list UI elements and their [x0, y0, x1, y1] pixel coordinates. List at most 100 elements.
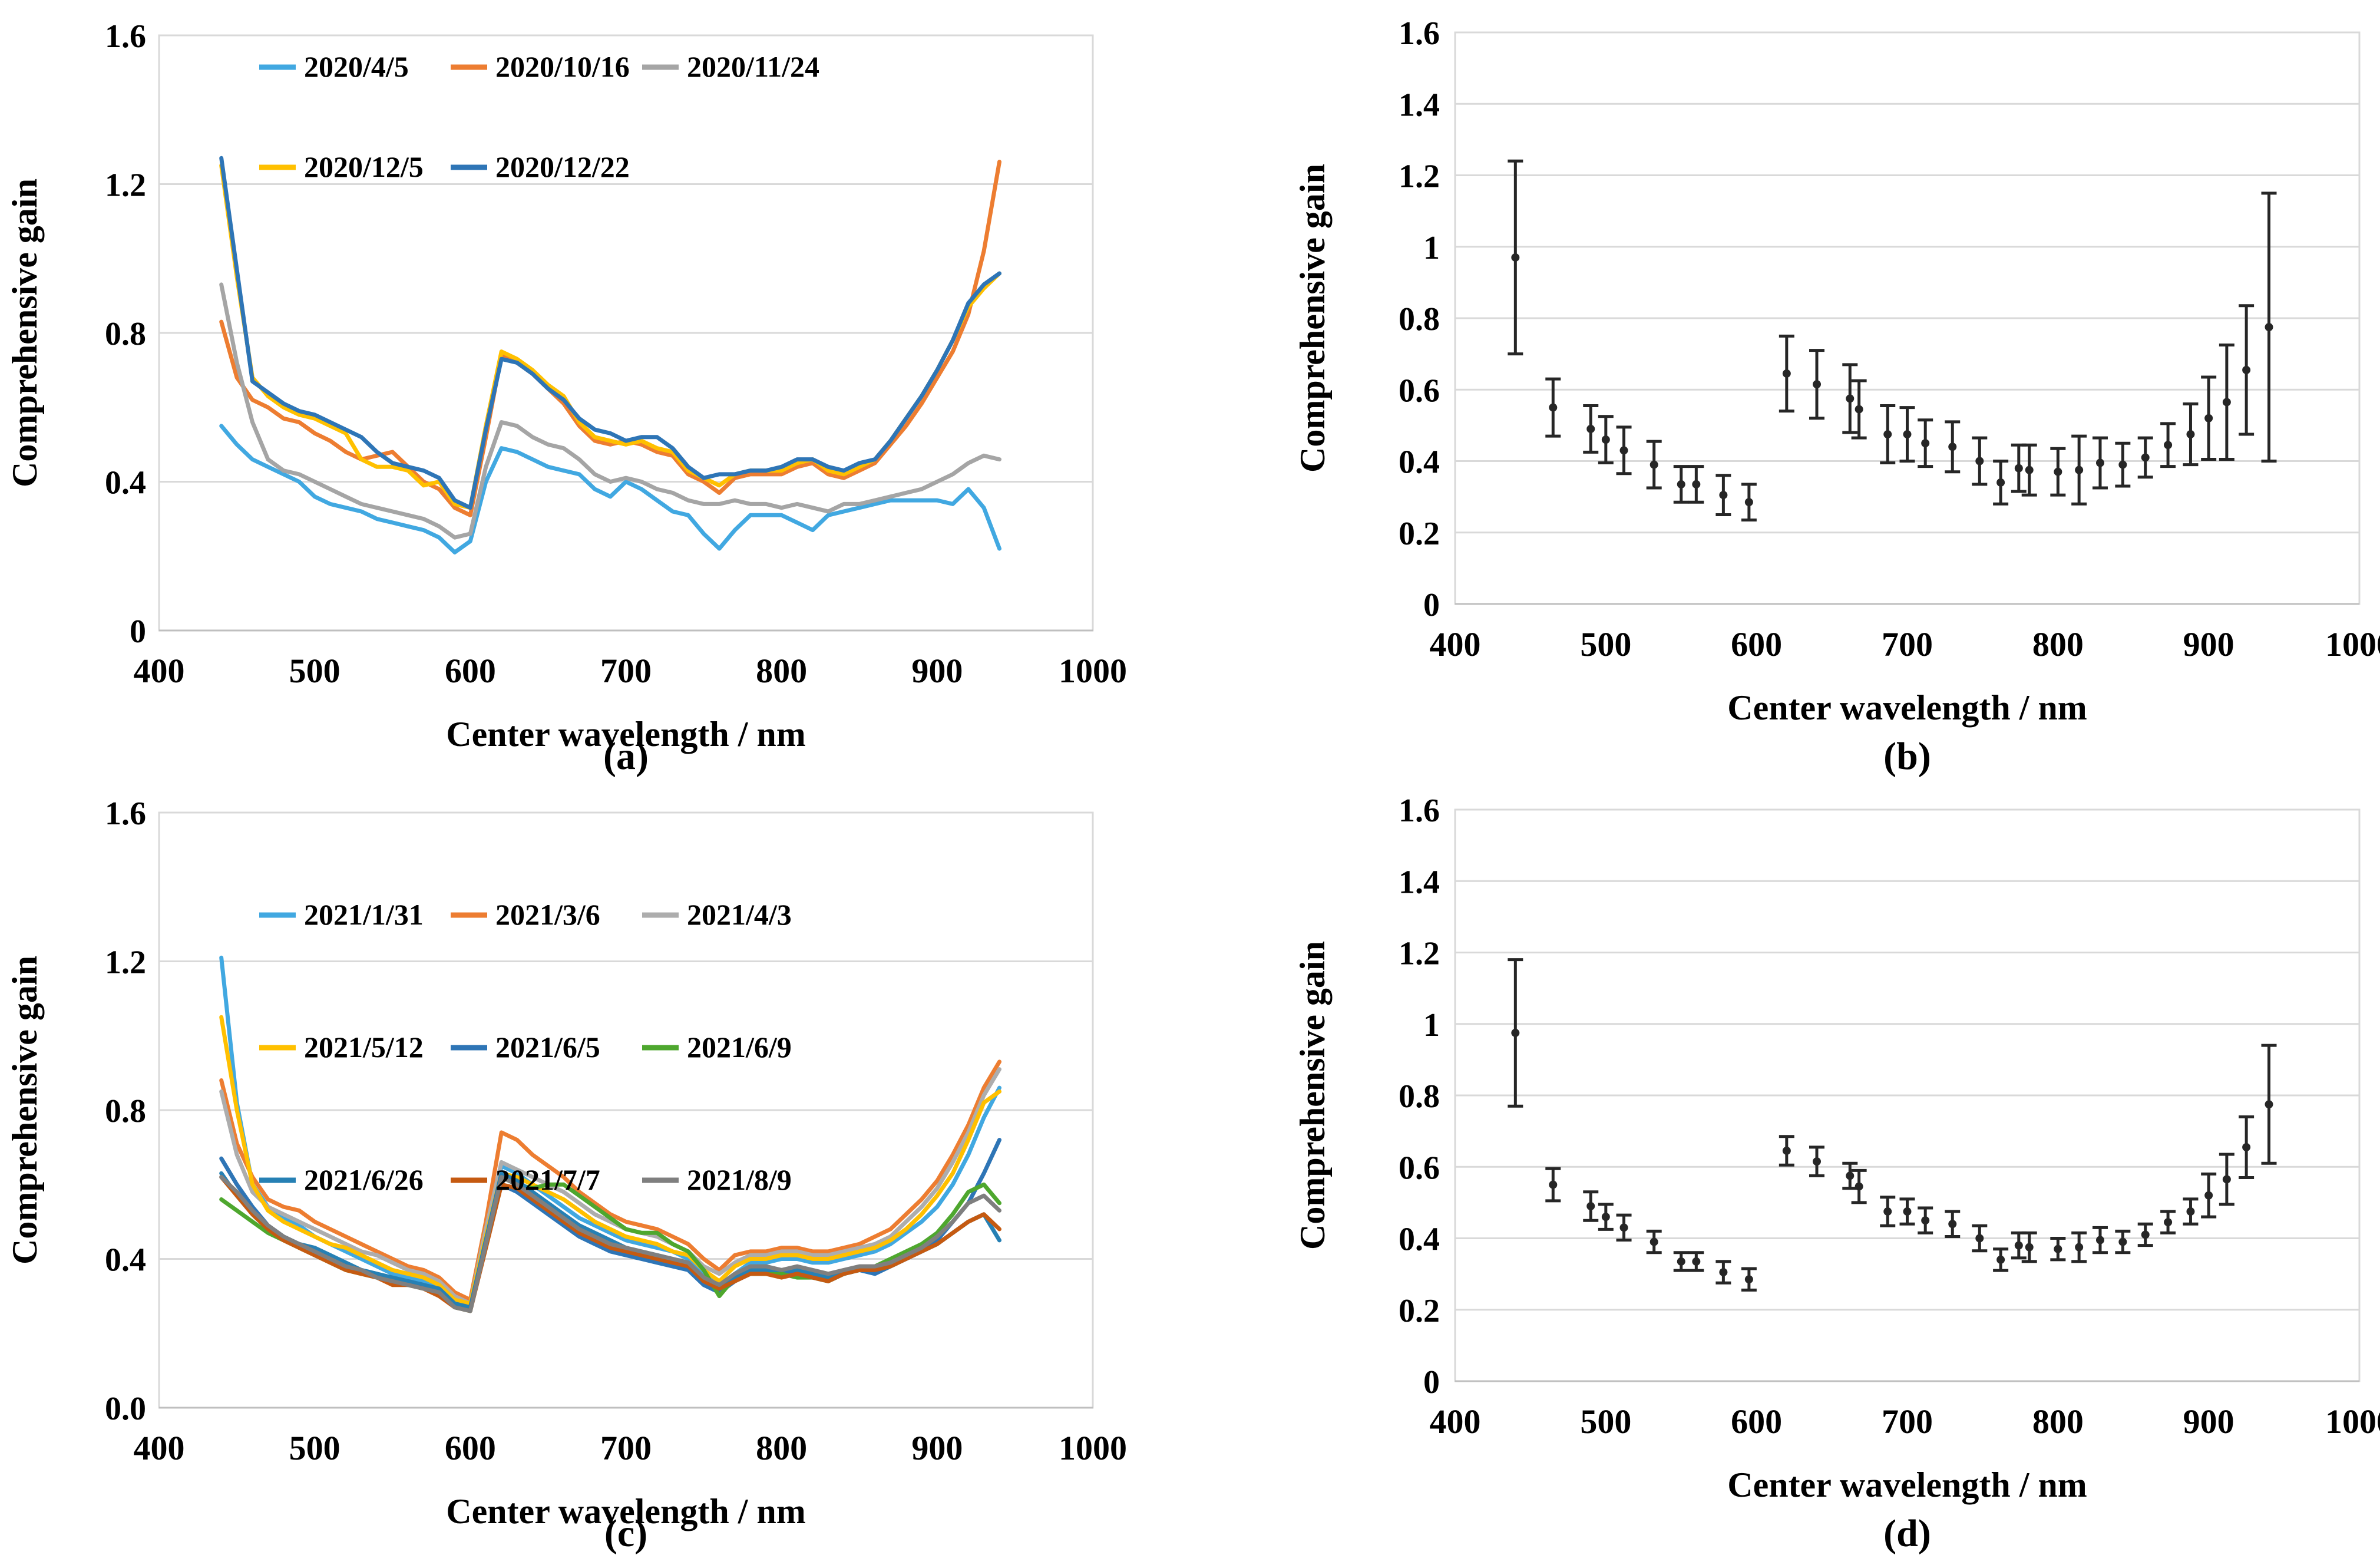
svg-text:2021/8/9: 2021/8/9: [687, 1163, 792, 1196]
series-line-2020/4/5: [219, 424, 1001, 554]
svg-text:0.2: 0.2: [1399, 516, 1440, 552]
error-bar-point: [1616, 425, 1632, 476]
error-bar-point: [1842, 1161, 1858, 1190]
error-bar-point: [1993, 1247, 2009, 1272]
svg-text:Center wavelength / nm: Center wavelength / nm: [446, 715, 806, 754]
error-bar-point: [1545, 377, 1561, 438]
series-line-2020/12/22: [219, 156, 1001, 510]
svg-text:2021/7/7: 2021/7/7: [495, 1163, 600, 1196]
series-line-2021/1/31: [219, 955, 1001, 1310]
series-line-2021/5/12: [219, 1015, 1001, 1306]
svg-text:2021/1/31: 2021/1/31: [304, 898, 424, 931]
series-line-2021/7/7: [219, 1175, 1001, 1313]
svg-text:0.8: 0.8: [105, 1093, 146, 1130]
legend-item-2021/1/31: 2021/1/31: [259, 898, 424, 931]
error-bar-point: [1899, 1197, 1915, 1226]
svg-text:0.2: 0.2: [1399, 1293, 1440, 1329]
svg-text:500: 500: [289, 1429, 341, 1467]
error-bar-point: [1646, 440, 1662, 490]
legend-item-2021/3/6: 2021/3/6: [451, 898, 600, 931]
svg-text:700: 700: [600, 1429, 652, 1467]
svg-text:1000: 1000: [2325, 1402, 2380, 1441]
svg-text:0.8: 0.8: [1399, 301, 1440, 338]
svg-text:1.4: 1.4: [1399, 87, 1440, 123]
legend-item-2021/6/26: 2021/6/26: [259, 1163, 424, 1196]
error-bar-point: [1809, 349, 1824, 420]
error-bar-point: [2201, 375, 2217, 461]
error-bar-point: [2183, 1197, 2199, 1226]
svg-text:900: 900: [911, 1429, 963, 1467]
error-bar-point: [1673, 1251, 1689, 1272]
svg-text:600: 600: [1731, 1402, 1782, 1441]
svg-text:500: 500: [289, 652, 341, 690]
error-bar-point: [1673, 465, 1689, 504]
error-bar-point: [1880, 1196, 1896, 1227]
svg-text:Center wavelength / nm: Center wavelength / nm: [446, 1492, 806, 1531]
error-bar-point: [1545, 1167, 1561, 1203]
svg-text:2020/11/24: 2020/11/24: [687, 50, 819, 83]
error-bar-point: [1918, 418, 1933, 468]
svg-text:0.4: 0.4: [105, 465, 146, 501]
error-bar-point: [1993, 460, 2009, 506]
error-bar-point: [2092, 1226, 2108, 1254]
svg-text:Comprehensive gain: Comprehensive gain: [1293, 164, 1332, 473]
svg-text:0.4: 0.4: [1399, 1221, 1440, 1258]
svg-text:0.4: 0.4: [1399, 444, 1440, 481]
svg-text:2021/5/12: 2021/5/12: [304, 1031, 424, 1064]
error-bar-point: [2219, 1153, 2234, 1206]
svg-text:700: 700: [1882, 625, 1933, 663]
svg-text:1000: 1000: [1059, 652, 1127, 690]
error-bar-point: [1715, 474, 1731, 516]
error-bar-point: [2011, 443, 2027, 493]
chart-svg-c: 0.0 0.4 0.8 1.2 1.6 400 500 600 700 800 900 1000 Cen…: [5, 795, 1127, 1554]
svg-text:800: 800: [2032, 625, 2084, 663]
svg-text:1: 1: [1423, 230, 1440, 266]
svg-text:700: 700: [1882, 1402, 1933, 1441]
error-bar-point: [2092, 436, 2108, 490]
error-bar-point: [1646, 1229, 1662, 1254]
svg-text:400: 400: [134, 652, 185, 690]
error-bar-point: [2021, 1231, 2037, 1263]
svg-text:900: 900: [2183, 1402, 2234, 1441]
error-bar-point: [1945, 1210, 1961, 1238]
error-bar-point: [2239, 1115, 2255, 1179]
error-bar-point: [1688, 1251, 1704, 1272]
svg-text:1000: 1000: [2325, 625, 2380, 663]
error-bar-point: [2160, 1210, 2176, 1234]
error-bar-point: [2261, 192, 2277, 463]
svg-text:0.6: 0.6: [1399, 1150, 1440, 1186]
svg-text:1.6: 1.6: [1399, 15, 1440, 52]
svg-text:500: 500: [1580, 625, 1631, 663]
error-bar-point: [1688, 465, 1704, 504]
svg-text:1.6: 1.6: [1399, 793, 1440, 829]
svg-text:(d): (d): [1883, 1512, 1931, 1554]
legend-item-2021/8/9: 2021/8/9: [642, 1163, 792, 1196]
chart-b: 0 0.2 0.4 0.6 0.8 1 1.2 1.4 1.6 400 500 600 700 800 90…: [1190, 0, 2380, 777]
svg-text:600: 600: [1731, 625, 1782, 663]
series-line-2021/3/6: [219, 1059, 1001, 1302]
legend-item-2020/11/24: 2020/11/24: [642, 50, 819, 83]
error-bar-point: [1598, 415, 1614, 465]
error-bar-point: [2137, 1222, 2153, 1247]
panel-a: 0 0.4 0.8 1.2 1.6 400 500 600 700 800 900 1000 Cente…: [0, 0, 1190, 777]
svg-text:0.0: 0.0: [105, 1391, 146, 1427]
svg-text:(b): (b): [1883, 735, 1931, 777]
error-bar-point: [2021, 443, 2037, 497]
error-bar-point: [1741, 483, 1757, 522]
svg-text:1.2: 1.2: [1399, 159, 1440, 195]
series-line-2021/4/3: [219, 1067, 1001, 1306]
error-bar-point: [1972, 436, 1988, 486]
error-bar-point: [2261, 1044, 2277, 1165]
error-bar-point: [1715, 1260, 1731, 1285]
error-bar-point: [2201, 1172, 2217, 1219]
svg-text:(c): (c): [604, 1512, 647, 1554]
error-bar-point: [1842, 363, 1858, 434]
legend-item-2021/4/3: 2021/4/3: [642, 898, 792, 931]
svg-text:(a): (a): [603, 735, 649, 777]
panel-d: 0 0.2 0.4 0.6 0.8 1 1.2 1.4 1.6 400 500 600 700 800 90…: [1190, 777, 2380, 1554]
error-bar-point: [1851, 379, 1867, 440]
svg-text:1.4: 1.4: [1399, 864, 1440, 900]
error-bar-point: [1899, 406, 1915, 463]
svg-text:1.6: 1.6: [105, 18, 146, 55]
